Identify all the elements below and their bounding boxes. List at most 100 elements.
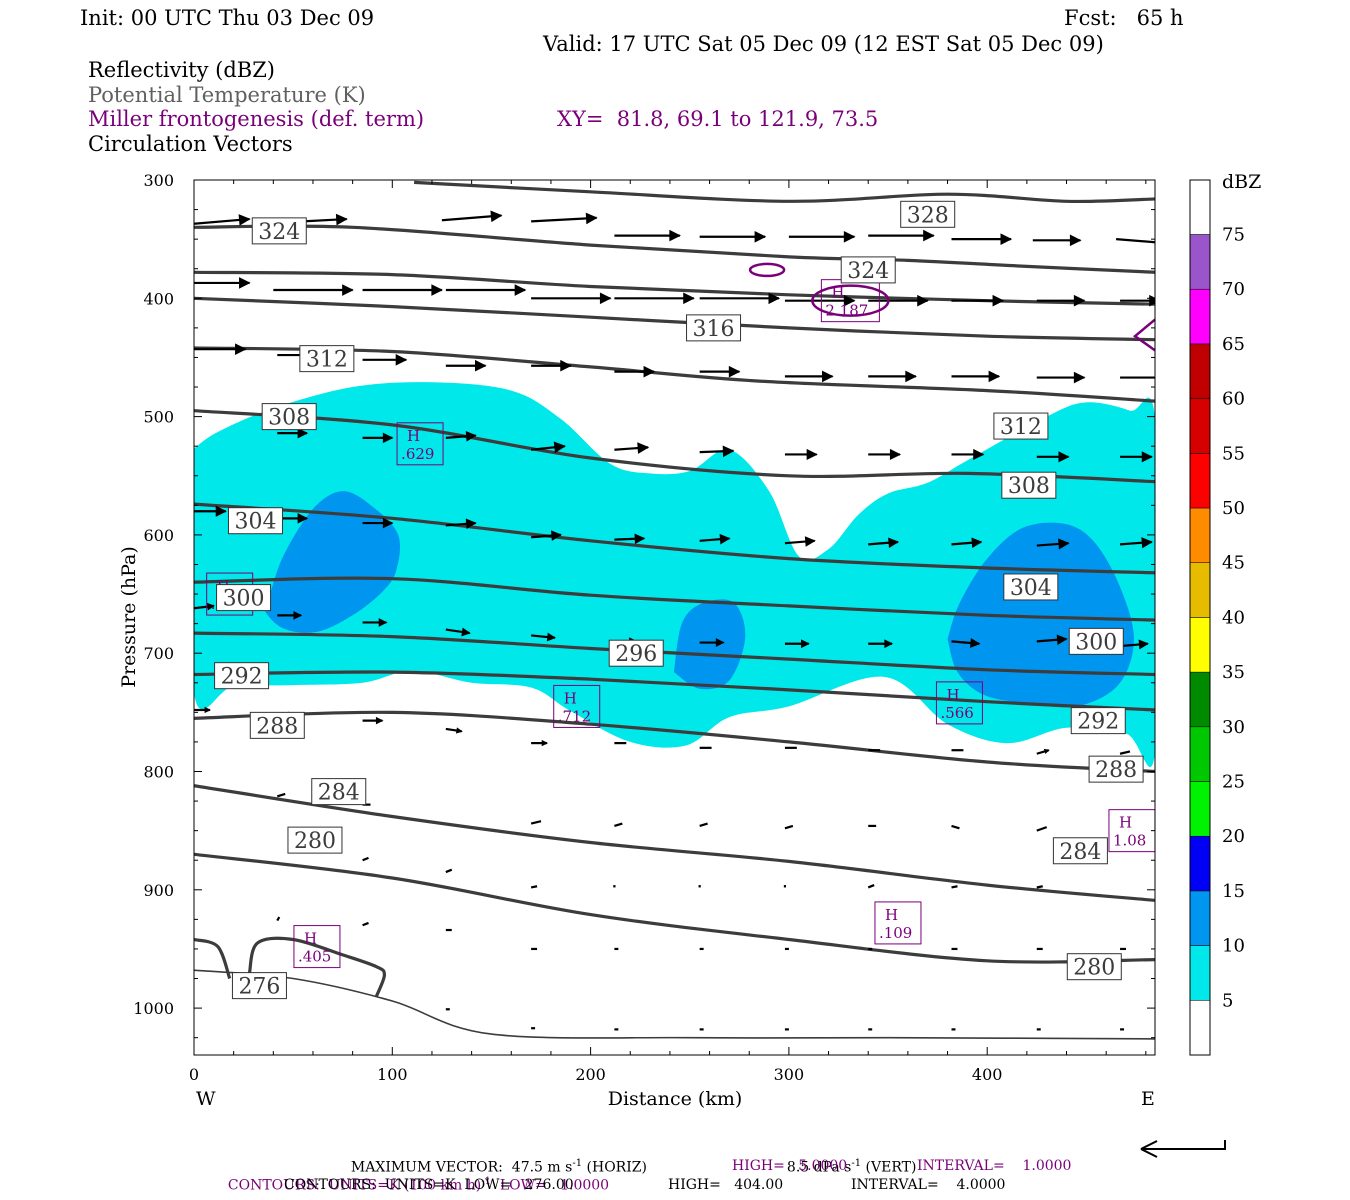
legend-frontogenesis: Miller frontogenesis (def. term) <box>88 107 425 131</box>
isentrope-328k <box>414 180 1155 204</box>
frontogenesis-maximum: H.712 <box>553 684 601 728</box>
vector-head <box>382 517 394 529</box>
colorbar-segment-30 <box>1189 671 1211 728</box>
isentrope-300k <box>194 576 1155 622</box>
vector-head <box>715 638 725 647</box>
isentrope-label: 288 <box>1088 755 1144 783</box>
vector-head <box>297 427 309 439</box>
y-tick-label: 500 <box>143 408 174 427</box>
frontogenesis-maximum: H.109 <box>874 901 922 945</box>
vector-head <box>643 365 656 378</box>
circulation-vector <box>531 359 572 372</box>
vector-head <box>728 365 741 378</box>
circulation-vector <box>531 292 612 305</box>
isentrope-label-box <box>1070 707 1126 735</box>
isentrope-label-text: 308 <box>1008 474 1050 499</box>
vector-head <box>637 442 650 454</box>
colorbar-label-60: 60 <box>1222 389 1245 410</box>
vector-head <box>683 292 695 305</box>
colorbar-label-25: 25 <box>1222 772 1245 793</box>
colorbar-label-15: 15 <box>1222 881 1245 902</box>
circulation-vector <box>445 868 453 874</box>
circulation-vector <box>1036 634 1068 646</box>
vector-head <box>465 518 477 530</box>
east-label: E <box>1141 1088 1155 1110</box>
max-vector-horiz: MAXIMUM VECTOR: 47.5 m s <box>350 1159 573 1176</box>
isentrope-label: 276 <box>231 972 287 1000</box>
circulation-vector <box>614 365 656 378</box>
vector-head <box>342 284 354 296</box>
isentrope-label-box <box>261 403 317 431</box>
vector-shaft <box>445 868 453 874</box>
vector-head <box>235 343 247 355</box>
vector-head <box>1158 373 1168 383</box>
isentrope-label: 284 <box>311 778 367 806</box>
isentrope-label-text: 280 <box>294 829 336 854</box>
circulation-vector <box>951 824 960 830</box>
y-axis-label: Pressure (hPa) <box>118 546 140 688</box>
vector-head <box>768 292 781 305</box>
isentrope-label-text: 300 <box>1075 630 1117 655</box>
isentrope-276k <box>194 969 1155 1040</box>
vector-head <box>804 536 816 547</box>
isentrope-label-text: 292 <box>1077 710 1119 735</box>
vector-head <box>375 716 384 725</box>
vector-shaft <box>614 822 623 827</box>
vector-head <box>1141 451 1153 463</box>
vector-head <box>206 602 215 611</box>
circulation-vector <box>699 230 767 243</box>
vector-head <box>1073 371 1086 384</box>
isentrope-label-box <box>311 778 367 806</box>
vector-head <box>335 213 348 226</box>
vector-head <box>843 294 856 307</box>
y-tick-label: 400 <box>143 289 174 308</box>
isentrope-label: 296 <box>608 639 664 667</box>
vector-head <box>905 370 917 383</box>
x-axis-label: Distance (km) <box>608 1088 743 1110</box>
isentrope-284k <box>194 784 1155 902</box>
vector-shaft <box>276 792 286 798</box>
frontogenesis-box <box>935 681 983 725</box>
colorbar-segment-60 <box>1189 343 1211 399</box>
colorbar-segment-40 <box>1189 562 1211 618</box>
vector-shaft <box>1116 238 1155 244</box>
circulation-vector <box>868 370 917 383</box>
isentrope-label-text: 284 <box>1059 840 1101 865</box>
y-tick-label: 900 <box>143 881 174 900</box>
circulation-vector <box>784 824 794 830</box>
vector-head <box>1000 233 1013 245</box>
vector-head <box>884 639 894 649</box>
circulation-vector <box>362 856 369 862</box>
isentrope-label-box <box>249 711 305 739</box>
circulation-vector <box>531 632 557 642</box>
circulation-vector <box>614 292 695 305</box>
forecast-hour: Fcst: 65 h <box>1064 6 1184 30</box>
circulation-vector <box>194 602 215 611</box>
isentrope-label-text: 328 <box>907 203 949 228</box>
vector-head <box>297 513 309 524</box>
vector-head <box>490 210 503 223</box>
frontogenesis-h-label: H <box>885 906 898 924</box>
vector-head <box>1043 748 1050 754</box>
circulation-vector <box>1036 885 1043 889</box>
frontogenesis-value: .109 <box>879 924 912 942</box>
vector-head <box>806 448 818 461</box>
circulation-vector <box>277 610 303 620</box>
circulation-vector <box>1119 750 1131 755</box>
frontogenesis-h-label: H <box>946 686 959 704</box>
legend-vectors: Circulation Vectors <box>88 132 293 156</box>
vector-shaft <box>531 216 597 223</box>
circulation-vector <box>951 448 985 461</box>
vector-head <box>888 537 900 549</box>
isentrope-label-box <box>1066 953 1122 981</box>
circulation-vector <box>784 639 810 649</box>
circulation-vector <box>362 921 369 927</box>
valid-time: Valid: 17 UTC Sat 05 Dec 09 (12 EST Sat … <box>543 32 1104 56</box>
vector-shaft <box>530 820 542 825</box>
circulation-vector <box>1032 234 1082 247</box>
colorbar-label-5: 5 <box>1222 990 1233 1011</box>
isentrope-label: 284 <box>1052 837 1108 865</box>
colorbar-segment-70 <box>1189 234 1211 290</box>
vector-shaft <box>951 885 958 889</box>
vector-shaft <box>362 921 369 927</box>
